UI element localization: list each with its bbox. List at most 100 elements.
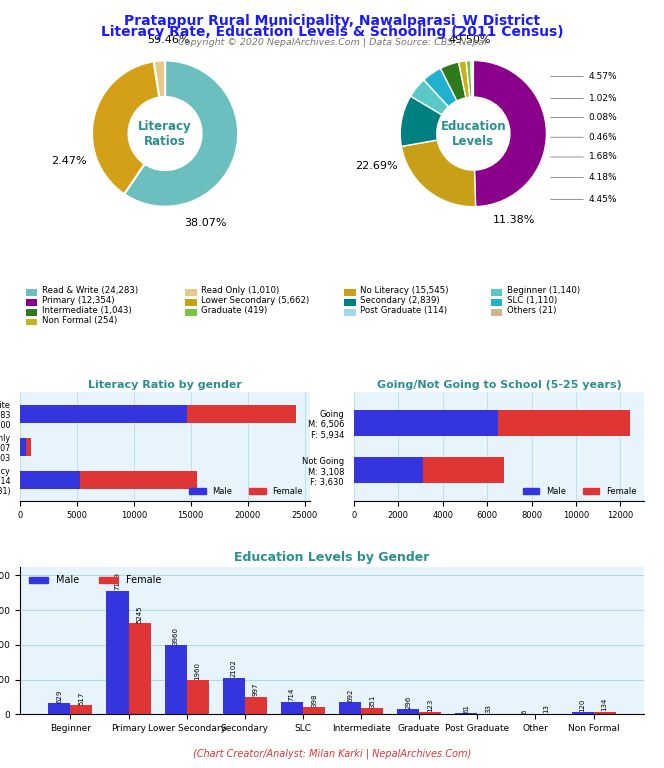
Text: SLC (1,110): SLC (1,110): [507, 296, 557, 305]
Text: 0.08%: 0.08%: [550, 113, 618, 122]
Text: 49.50%: 49.50%: [448, 35, 491, 45]
Bar: [491, 309, 503, 316]
Text: Read & Write (24,283): Read & Write (24,283): [42, 286, 138, 295]
Text: No Literacy (15,545): No Literacy (15,545): [360, 286, 449, 295]
Text: 2102: 2102: [231, 660, 237, 677]
Bar: [26, 438, 31, 456]
Text: 61: 61: [463, 703, 469, 713]
Legend: Male, Female: Male, Female: [185, 484, 306, 499]
Bar: [26, 290, 37, 296]
Text: Primary (12,354): Primary (12,354): [42, 296, 114, 305]
Bar: [80, 471, 197, 489]
Text: Literacy Rate, Education Levels & Schooling (2011 Census): Literacy Rate, Education Levels & School…: [101, 25, 563, 39]
Text: Copyright © 2020 NepalArchives.Com | Data Source: CBS, Nepal: Copyright © 2020 NepalArchives.Com | Dat…: [178, 38, 486, 47]
Legend: Male, Female: Male, Female: [519, 484, 640, 499]
Wedge shape: [400, 96, 442, 147]
Text: 517: 517: [78, 691, 84, 705]
Text: 7109: 7109: [114, 572, 120, 591]
Bar: [361, 708, 383, 714]
Text: Beginner (1,140): Beginner (1,140): [507, 286, 580, 295]
Bar: [106, 591, 129, 714]
Bar: [185, 309, 197, 316]
Bar: [354, 410, 499, 436]
Text: 13: 13: [544, 704, 550, 713]
Text: 4.18%: 4.18%: [550, 173, 618, 182]
Wedge shape: [473, 61, 546, 207]
Wedge shape: [459, 61, 469, 98]
Bar: [20, 405, 187, 423]
Text: 1960: 1960: [195, 662, 201, 680]
Text: 997: 997: [253, 683, 259, 697]
Text: 6: 6: [521, 709, 527, 713]
Text: Lower Secondary (5,662): Lower Secondary (5,662): [201, 296, 309, 305]
Bar: [26, 309, 37, 316]
Bar: [397, 709, 419, 714]
Text: 22.69%: 22.69%: [355, 161, 398, 171]
Text: 629: 629: [56, 690, 62, 703]
Wedge shape: [440, 62, 466, 101]
Bar: [222, 677, 245, 714]
Bar: [572, 712, 594, 714]
Text: Education
Levels: Education Levels: [440, 120, 506, 147]
Title: Education Levels by Gender: Education Levels by Gender: [234, 551, 430, 564]
Wedge shape: [124, 61, 238, 207]
Title: Literacy Ratio by gender: Literacy Ratio by gender: [88, 380, 242, 390]
Bar: [345, 309, 356, 316]
Text: 2.47%: 2.47%: [50, 157, 86, 167]
Bar: [423, 458, 503, 484]
Text: 4.45%: 4.45%: [550, 195, 618, 204]
Text: Intermediate (1,043): Intermediate (1,043): [42, 306, 131, 315]
Text: (Chart Creator/Analyst: Milan Karki | NepalArchives.Com): (Chart Creator/Analyst: Milan Karki | Ne…: [193, 748, 471, 759]
Wedge shape: [92, 61, 159, 194]
Text: 0.46%: 0.46%: [550, 133, 618, 142]
Text: Non Formal (254): Non Formal (254): [42, 316, 117, 325]
Bar: [303, 707, 325, 714]
Bar: [185, 300, 197, 306]
Wedge shape: [410, 80, 449, 115]
Legend: Male, Female: Male, Female: [25, 571, 165, 589]
Text: 134: 134: [602, 698, 608, 711]
Text: 3960: 3960: [173, 627, 179, 645]
Bar: [354, 458, 423, 484]
Text: 5245: 5245: [137, 605, 143, 623]
Text: Literacy
Ratios: Literacy Ratios: [138, 120, 192, 147]
Bar: [20, 471, 80, 489]
Text: Others (21): Others (21): [507, 306, 556, 315]
Text: 351: 351: [369, 694, 375, 707]
Text: Read Only (1,010): Read Only (1,010): [201, 286, 279, 295]
Bar: [339, 702, 361, 714]
Text: 4.57%: 4.57%: [550, 72, 618, 81]
Bar: [185, 290, 197, 296]
Text: 33: 33: [485, 704, 491, 713]
Text: 1.68%: 1.68%: [550, 153, 618, 161]
Text: 296: 296: [405, 695, 411, 709]
Wedge shape: [466, 61, 472, 98]
Bar: [20, 438, 26, 456]
Bar: [70, 705, 92, 714]
Title: Going/Not Going to School (5-25 years): Going/Not Going to School (5-25 years): [376, 380, 622, 390]
Bar: [187, 405, 296, 423]
Bar: [491, 290, 503, 296]
Bar: [499, 410, 630, 436]
Text: 11.38%: 11.38%: [492, 215, 535, 225]
Text: Post Graduate (114): Post Graduate (114): [360, 306, 448, 315]
Bar: [165, 645, 187, 714]
Bar: [281, 702, 303, 714]
Wedge shape: [471, 61, 473, 97]
Text: 692: 692: [347, 688, 353, 702]
Bar: [594, 712, 616, 714]
Text: Secondary (2,839): Secondary (2,839): [360, 296, 440, 305]
Bar: [345, 290, 356, 296]
Text: 398: 398: [311, 694, 317, 707]
Text: 123: 123: [427, 698, 433, 712]
Text: 38.07%: 38.07%: [184, 218, 226, 228]
Bar: [26, 319, 37, 326]
Text: Pratappur Rural Municipality, Nawalparasi_W District: Pratappur Rural Municipality, Nawalparas…: [124, 14, 540, 28]
Bar: [491, 300, 503, 306]
Text: 714: 714: [289, 688, 295, 701]
Bar: [187, 680, 208, 714]
Bar: [456, 713, 477, 714]
Bar: [129, 623, 151, 714]
Bar: [245, 697, 267, 714]
Text: Graduate (419): Graduate (419): [201, 306, 267, 315]
